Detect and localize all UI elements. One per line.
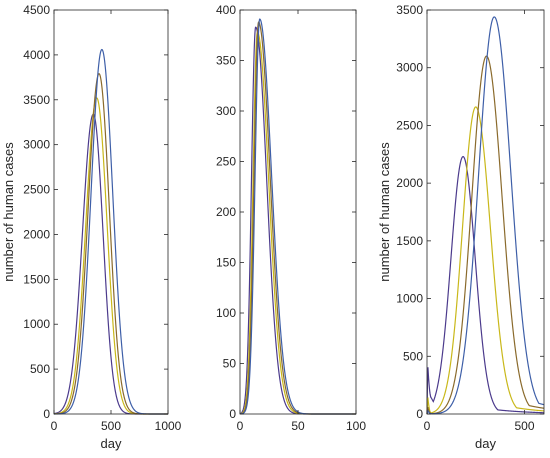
x-tick-label: 1000 <box>155 419 182 433</box>
chart-panel-1: 0 500 1000 0 500 1000 1500 2000 2500 3000 3500 4000… <box>1 3 182 451</box>
y-tick-label: 4000 <box>23 48 50 62</box>
x-tick-label: 500 <box>101 419 121 433</box>
y-tick-label: 0 <box>229 407 236 421</box>
y-tick-label: 2000 <box>23 227 50 241</box>
x-tick-label: 0 <box>237 419 244 433</box>
y-tick-label: 4500 <box>23 3 50 17</box>
y-tick-label: 3500 <box>396 3 423 17</box>
series-line-3 <box>426 55 545 415</box>
x-tick-label: 50 <box>291 419 305 433</box>
y-tick-label: 200 <box>216 205 236 219</box>
series-line-4 <box>239 18 356 415</box>
series-line-1 <box>426 155 545 415</box>
y-tick-label: 150 <box>216 256 236 270</box>
y-tick-label: 500 <box>30 362 50 376</box>
x-tick-label: 0 <box>424 419 431 433</box>
x-axis-label: day <box>101 436 122 451</box>
y-tick-label: 2500 <box>23 183 50 197</box>
y-axis-label: number of human cases <box>377 142 392 282</box>
y-tick-label: 250 <box>216 155 236 169</box>
y-tick-label: 0 <box>416 407 423 421</box>
y-tick-label: 1000 <box>396 292 423 306</box>
y-tick-label: 1500 <box>396 234 423 248</box>
y-tick-label: 300 <box>216 104 236 118</box>
y-tick-label: 1000 <box>23 317 50 331</box>
series-line-2 <box>426 106 545 415</box>
y-tick-label: 3500 <box>23 93 50 107</box>
y-tick-label: 100 <box>216 306 236 320</box>
series-line-4 <box>426 16 545 415</box>
y-tick-label: 3000 <box>396 61 423 75</box>
x-axis-label: day <box>475 436 496 451</box>
y-axis-label: number of human cases <box>1 142 16 282</box>
y-tick-label: 2500 <box>396 118 423 132</box>
series-line-2 <box>53 97 168 415</box>
y-tick-label: 400 <box>216 3 236 17</box>
chart-panel-2: 0 50 100 0 50 100 150 200 250 300 350 400 <box>216 3 366 433</box>
y-tick-label: 3000 <box>23 138 50 152</box>
chart-panel-3: 0 500 0 500 1000 1500 2000 2500 3000 3500 day numbe… <box>377 3 545 451</box>
y-tick-label: 50 <box>223 357 237 371</box>
y-tick-label: 2000 <box>396 176 423 190</box>
y-tick-label: 350 <box>216 54 236 68</box>
y-tick-label: 1500 <box>23 272 50 286</box>
x-tick-label: 100 <box>346 419 366 433</box>
y-tick-label: 0 <box>43 407 50 421</box>
x-tick-label: 0 <box>51 419 58 433</box>
x-tick-label: 500 <box>514 419 534 433</box>
y-tick-label: 500 <box>403 349 423 363</box>
plot-frame <box>426 9 545 415</box>
